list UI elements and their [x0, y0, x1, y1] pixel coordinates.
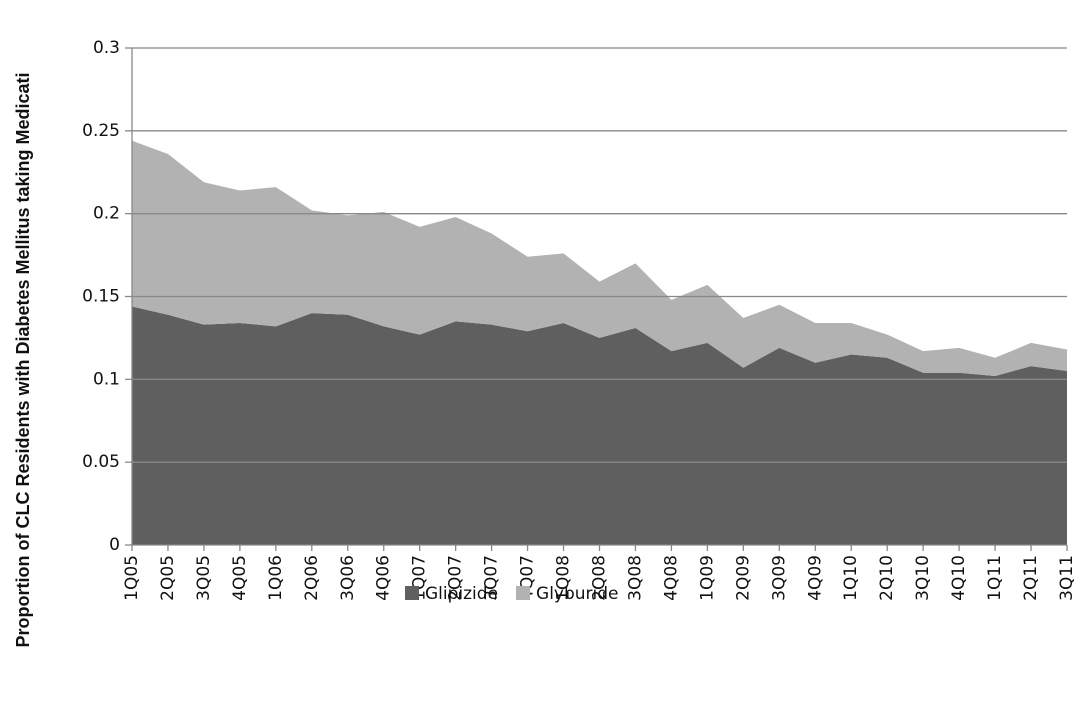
x-tick-label: 2Q05 — [158, 555, 178, 601]
x-tick-label: 2Q08 — [590, 555, 610, 601]
x-tick-label: 1Q06 — [266, 555, 286, 601]
x-tick-label: 1Q05 — [122, 555, 142, 601]
x-tick-label: 2Q06 — [302, 555, 322, 601]
x-tick-label: 1Q08 — [554, 555, 574, 601]
y-axis-label: Proportion of CLC Residents with Diabete… — [13, 72, 33, 647]
y-tick-label: 0.25 — [82, 121, 120, 141]
legend-label: Glyburide — [536, 584, 619, 604]
y-tick-label: 0.1 — [93, 369, 120, 389]
x-tick-label: 2Q11 — [1021, 555, 1041, 601]
y-tick-label: 0 — [109, 535, 120, 555]
x-tick-label: 4Q05 — [230, 555, 250, 601]
legend-swatch — [405, 586, 419, 600]
x-tick-label: 3Q09 — [769, 555, 789, 601]
x-tick-label: 4Q09 — [805, 555, 825, 601]
x-tick-label: 2Q09 — [733, 555, 753, 601]
x-tick-label: 3Q05 — [194, 555, 214, 601]
x-tick-label: 3Q11 — [1057, 555, 1077, 601]
x-tick-label: 3Q08 — [625, 555, 645, 601]
area — [132, 140, 1067, 377]
x-tick-label: 3Q07 — [482, 555, 502, 601]
x-tick-label: 2Q07 — [446, 555, 466, 601]
area — [132, 306, 1067, 545]
x-tick-label: 4Q08 — [661, 555, 681, 601]
legend-swatch — [516, 586, 531, 600]
x-tick-label: 1Q11 — [985, 555, 1005, 601]
x-tick-label: 3Q10 — [913, 555, 933, 601]
x-tick-label: 1Q09 — [697, 555, 717, 601]
x-tick-label: 4Q10 — [949, 555, 969, 601]
x-tick-label: 2Q10 — [877, 555, 897, 601]
y-tick-label: 0.3 — [93, 38, 120, 58]
legend-label: Glipizide — [425, 584, 498, 604]
x-tick-label: 3Q06 — [338, 555, 358, 601]
y-tick-label: 0.2 — [93, 204, 120, 224]
x-tick-label: 1Q10 — [841, 555, 861, 601]
x-tick-label: 4Q06 — [374, 555, 394, 601]
y-tick-label: 0.05 — [82, 452, 120, 472]
y-tick-label: 0.15 — [82, 287, 120, 307]
